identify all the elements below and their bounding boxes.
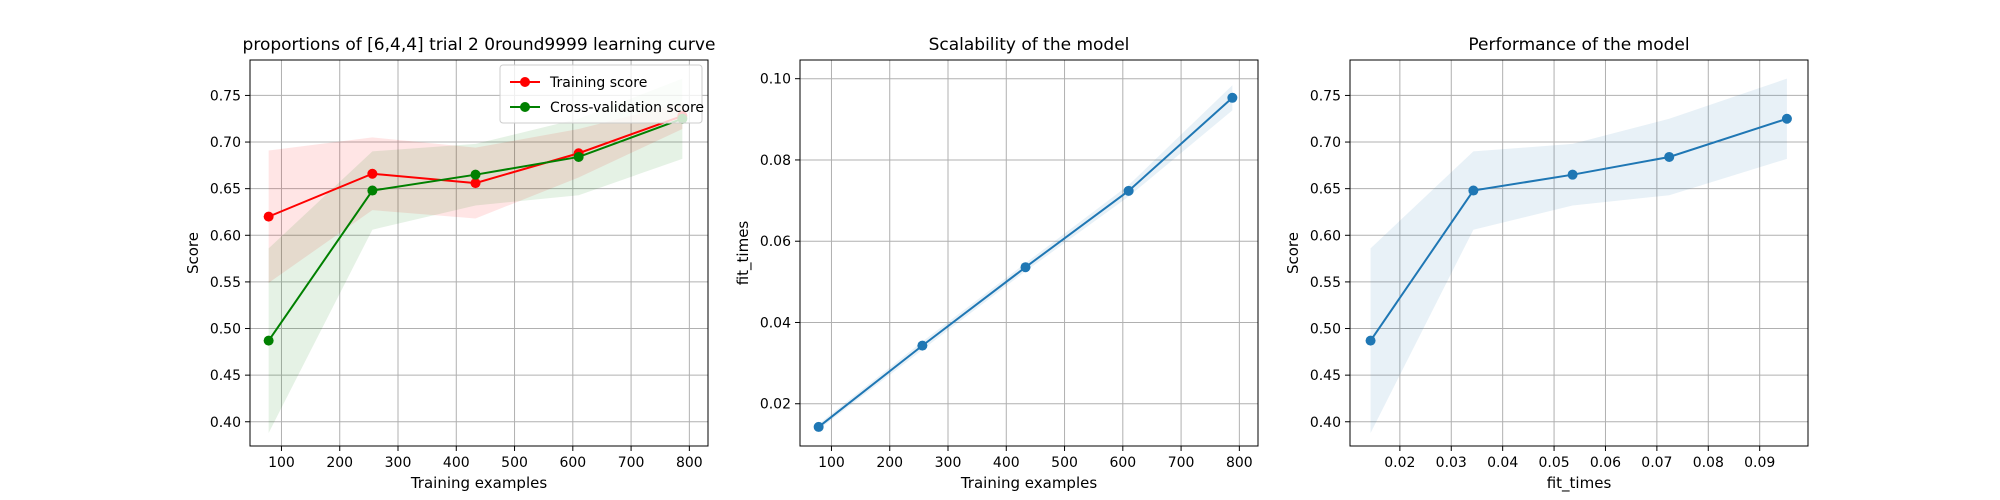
data-point <box>1020 262 1031 273</box>
data-point <box>1227 92 1238 103</box>
legend: Training score Cross-validation score <box>499 64 704 124</box>
y-tick-label: 0.40 <box>210 415 241 431</box>
x-tick-label: 200 <box>326 455 353 471</box>
x-tick-label: 600 <box>559 455 586 471</box>
y-tick-label: 0.40 <box>1310 415 1341 431</box>
data-point <box>470 169 481 180</box>
y-tick-label: 0.10 <box>760 72 791 88</box>
x-tick-label: 500 <box>501 455 528 471</box>
data-point <box>917 340 928 351</box>
confidence-band-0 <box>1370 78 1787 433</box>
x-tick-label: 800 <box>1226 455 1253 471</box>
y-axis-label: Score <box>184 232 202 274</box>
x-tick-label: 500 <box>1051 455 1078 471</box>
legend-swatch-marker <box>520 102 530 112</box>
x-tick-label: 700 <box>1168 455 1195 471</box>
data-point <box>1123 185 1134 196</box>
x-tick-label: 100 <box>818 455 845 471</box>
x-tick-label: 700 <box>618 455 645 471</box>
x-tick-label: 300 <box>935 455 962 471</box>
data-point <box>1781 113 1792 124</box>
x-axis-label: fit_times <box>1547 474 1612 493</box>
y-axis-label: Score <box>1284 232 1302 274</box>
x-tick-label: 300 <box>385 455 412 471</box>
y-tick-label: 0.50 <box>1310 322 1341 338</box>
x-tick-label: 100 <box>268 455 295 471</box>
x-tick-label: 0.04 <box>1487 455 1518 471</box>
axes-frame <box>249 59 709 447</box>
y-tick-label: 0.60 <box>1310 228 1341 244</box>
x-tick-label: 400 <box>993 455 1020 471</box>
data-point <box>1365 335 1376 346</box>
data-point <box>813 421 824 432</box>
x-tick-label: 0.08 <box>1693 455 1724 471</box>
y-axis-label: fit_times <box>734 221 753 286</box>
y-tick-label: 0.70 <box>1310 135 1341 151</box>
y-tick-label: 0.60 <box>210 228 241 244</box>
y-tick-label: 0.70 <box>210 135 241 151</box>
y-tick-label: 0.65 <box>210 182 241 198</box>
legend-swatch-marker <box>520 77 530 87</box>
x-tick-label: 0.03 <box>1436 455 1467 471</box>
legend-entry: Training score <box>549 75 647 91</box>
axes-frame <box>1349 59 1809 447</box>
data-point <box>1567 169 1578 180</box>
y-tick-label: 0.06 <box>760 234 791 250</box>
x-axis-label: Training examples <box>960 474 1098 492</box>
axes-frame <box>799 59 1259 447</box>
x-axis-label: Training examples <box>410 474 548 492</box>
data-point <box>367 168 378 179</box>
y-tick-label: 0.02 <box>760 397 791 413</box>
data-point <box>367 185 378 196</box>
data-point <box>1664 151 1675 162</box>
x-tick-label: 0.02 <box>1384 455 1415 471</box>
y-tick-label: 0.04 <box>760 315 791 331</box>
confidence-band-1 <box>268 78 683 433</box>
data-point <box>263 335 274 346</box>
legend-entry: Cross-validation score <box>550 100 704 116</box>
x-tick-label: 600 <box>1109 455 1136 471</box>
legend-box <box>499 64 703 124</box>
x-tick-label: 0.07 <box>1641 455 1672 471</box>
y-tick-label: 0.75 <box>210 88 241 104</box>
data-point <box>1468 185 1479 196</box>
y-tick-label: 0.55 <box>1310 275 1341 291</box>
y-tick-label: 0.65 <box>1310 182 1341 198</box>
x-tick-label: 400 <box>443 455 470 471</box>
data-point <box>470 178 481 189</box>
chart-title: proportions of [6,4,4] trial 2 0round999… <box>243 35 716 55</box>
chart-title: Scalability of the model <box>929 35 1130 55</box>
chart-title: Performance of the model <box>1468 35 1689 55</box>
y-tick-label: 0.45 <box>1310 368 1341 384</box>
data-point <box>573 151 584 162</box>
chart-learning: 100 200 300 400 500 600 700 800 0.40 0.45 0.50 0.55… <box>184 35 715 492</box>
chart-performance: 0.02 0.03 0.04 0.05 0.06 0.07 0.08 0.09 0.40 0.45… <box>1284 35 1809 493</box>
y-tick-label: 0.08 <box>760 153 791 169</box>
confidence-band-0 <box>268 102 683 283</box>
data-point <box>263 211 274 222</box>
x-tick-label: 0.05 <box>1538 455 1569 471</box>
x-tick-label: 800 <box>676 455 703 471</box>
y-tick-label: 0.75 <box>1310 88 1341 104</box>
y-tick-label: 0.45 <box>210 368 241 384</box>
y-tick-label: 0.55 <box>210 275 241 291</box>
y-tick-label: 0.50 <box>210 322 241 338</box>
x-tick-label: 0.09 <box>1744 455 1775 471</box>
chart-scalability: 100 200 300 400 500 600 700 800 0.02 0.04 0.06 0.08… <box>734 35 1259 492</box>
x-tick-label: 200 <box>876 455 903 471</box>
x-tick-label: 0.06 <box>1590 455 1621 471</box>
